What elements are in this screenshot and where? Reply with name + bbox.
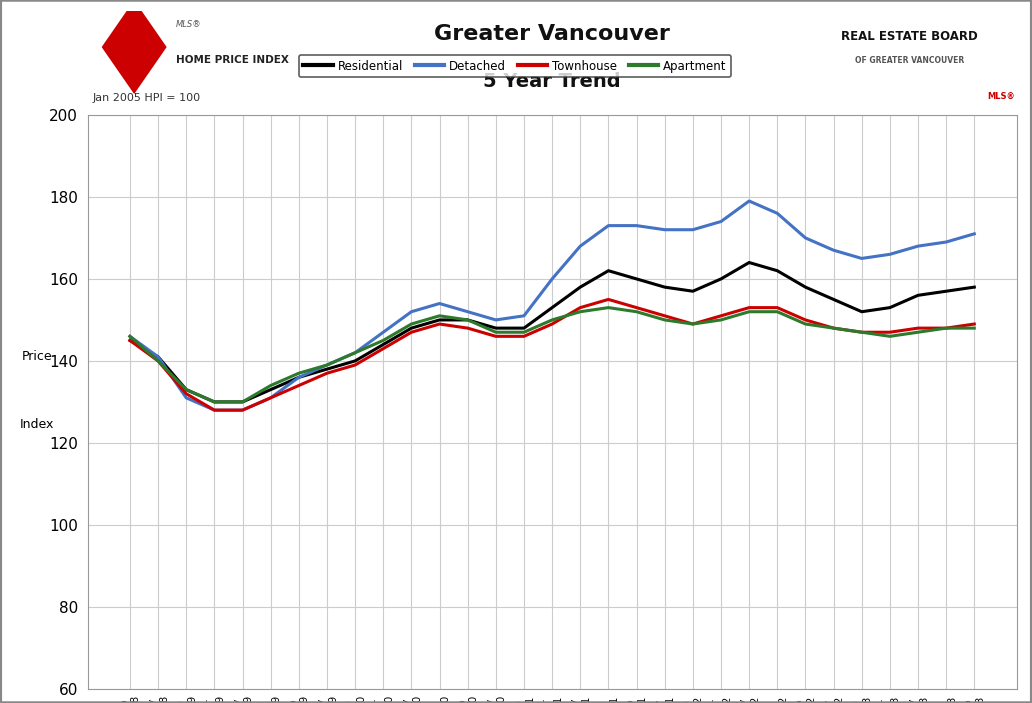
Text: Price: Price [22,349,52,363]
Text: 5 Year Trend: 5 Year Trend [483,72,621,91]
Text: MLS®: MLS® [175,20,201,29]
Text: Jan 2005 HPI = 100: Jan 2005 HPI = 100 [93,93,200,103]
Text: REAL ESTATE BOARD: REAL ESTATE BOARD [841,30,978,43]
Text: Index: Index [20,418,54,432]
Text: OF GREATER VANCOUVER: OF GREATER VANCOUVER [856,56,964,65]
Bar [812,15,1007,110]
Legend: Residential, Detached, Townhouse, Apartment: Residential, Detached, Townhouse, Apartm… [298,55,732,77]
Text: Greater Vancouver: Greater Vancouver [434,23,670,44]
Bar [97,21,264,99]
Polygon shape [102,0,167,94]
Text: MLS®: MLS® [987,91,1014,101]
Text: HOME PRICE INDEX: HOME PRICE INDEX [175,55,289,65]
